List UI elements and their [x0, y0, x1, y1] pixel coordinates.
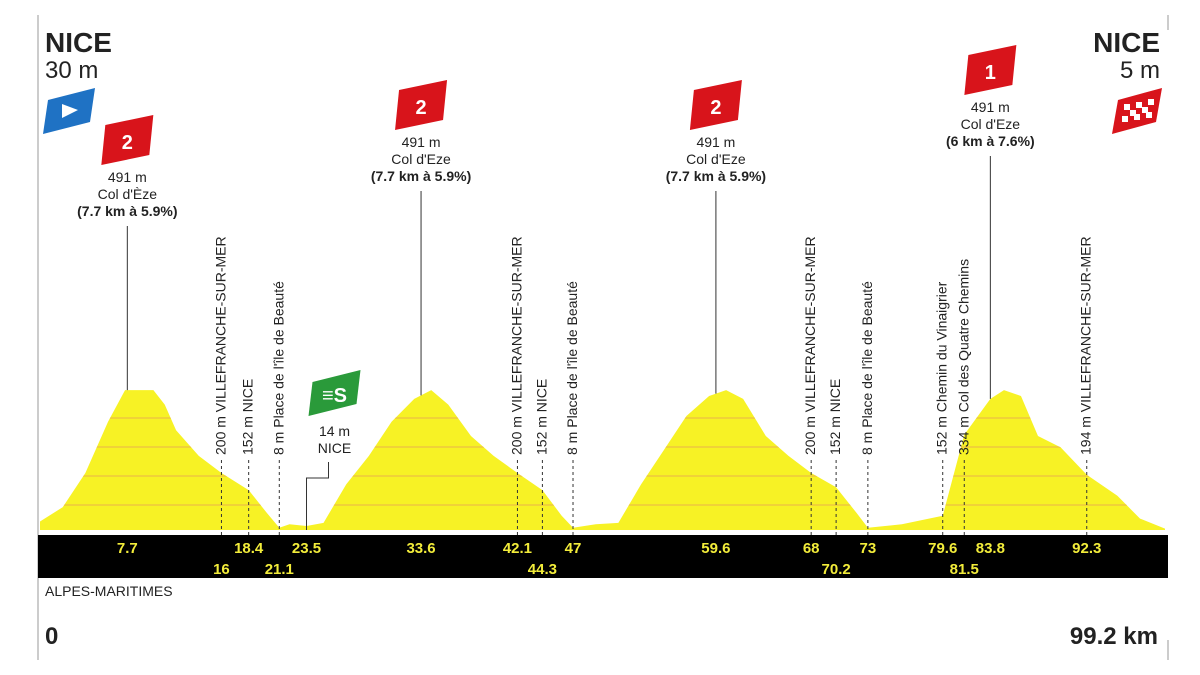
waypoint-label: 152 m NICE [533, 379, 549, 455]
km-label: 70.2 [822, 561, 851, 578]
climb-info: 491 m [108, 169, 147, 185]
waypoint-label: 8 m Place de l'île de Beauté [859, 281, 875, 455]
finish-flag [1112, 88, 1162, 134]
climb-info: 491 m [402, 134, 441, 150]
km-label: 18.4 [234, 540, 264, 557]
waypoint-label: 334 m Col des Quatre Chemins [955, 259, 971, 455]
climb-info: Col d'Eze [391, 151, 451, 167]
climb-badge [101, 115, 154, 165]
km-label: 21.1 [265, 561, 294, 578]
climb-info: 491 m [696, 134, 735, 150]
start-flag [43, 88, 95, 134]
start-elevation: 30 m [45, 57, 98, 84]
waypoint-label: 152 m Chemin du Vinaigrier [934, 281, 950, 455]
climb-badge [395, 80, 448, 130]
km-label: 83.8 [976, 540, 1005, 557]
region: ALPES-MARITIMES [45, 583, 173, 599]
climb-info: Col d'Eze [686, 151, 746, 167]
sprint-info: 14 m [319, 423, 350, 439]
climb-badge [689, 80, 742, 130]
km-label: 79.6 [928, 540, 957, 557]
km-band [38, 535, 1168, 578]
km-label: 16 [213, 561, 230, 578]
sprint-leader [306, 462, 330, 530]
km-label: 92.3 [1072, 540, 1101, 557]
sprint-info: NICE [318, 440, 351, 456]
sprint-badge [308, 370, 361, 416]
climb-category: 2 [415, 97, 426, 119]
waypoint-label: 8 m Place de l'île de Beauté [270, 281, 286, 455]
km-label: 44.3 [528, 561, 557, 578]
km-label: 73 [860, 540, 877, 557]
climb-category: 2 [122, 132, 133, 154]
waypoint-label: 200 m VILLEFRANCHE-SUR-MER [212, 236, 228, 455]
km-label: 59.6 [701, 540, 730, 557]
climb-info: Col d'Èze [98, 186, 158, 202]
climb-category: 1 [985, 62, 996, 84]
km-label: 81.5 [950, 561, 979, 578]
km-label: 68 [803, 540, 820, 557]
waypoint-label: 200 m VILLEFRANCHE-SUR-MER [508, 236, 524, 455]
km-label: 47 [565, 540, 582, 557]
climb-info: 491 m [971, 99, 1010, 115]
finish-name: NICE [1093, 27, 1160, 58]
km-label: 23.5 [292, 540, 321, 557]
climb-badge [964, 45, 1017, 95]
start-name: NICE [45, 27, 112, 58]
climb-info: Col d'Eze [961, 116, 1021, 132]
climb-info: (7.7 km à 5.9%) [666, 168, 766, 184]
finish-elevation: 5 m [1120, 57, 1160, 84]
km-label: 33.6 [406, 540, 435, 557]
waypoint-label: 200 m VILLEFRANCHE-SUR-MER [802, 236, 818, 455]
climb-info: (7.7 km à 5.9%) [77, 203, 177, 219]
km-label: 42.1 [503, 540, 532, 557]
waypoint-label: 152 m NICE [240, 379, 256, 455]
distance-end: 99.2 km [1070, 623, 1158, 650]
km-label: 7.7 [117, 540, 138, 557]
elevation-area [40, 390, 1165, 530]
distance-start: 0 [45, 623, 58, 650]
climb-info: (6 km à 7.6%) [946, 133, 1035, 149]
sprint-icon: ≡S [322, 385, 347, 407]
waypoint-label: 194 m VILLEFRANCHE-SUR-MER [1078, 236, 1094, 455]
climb-category: 2 [710, 97, 721, 119]
waypoint-label: 8 m Place de l'île de Beauté [564, 281, 580, 455]
waypoint-label: 152 m NICE [827, 379, 843, 455]
climb-info: (7.7 km à 5.9%) [371, 168, 471, 184]
